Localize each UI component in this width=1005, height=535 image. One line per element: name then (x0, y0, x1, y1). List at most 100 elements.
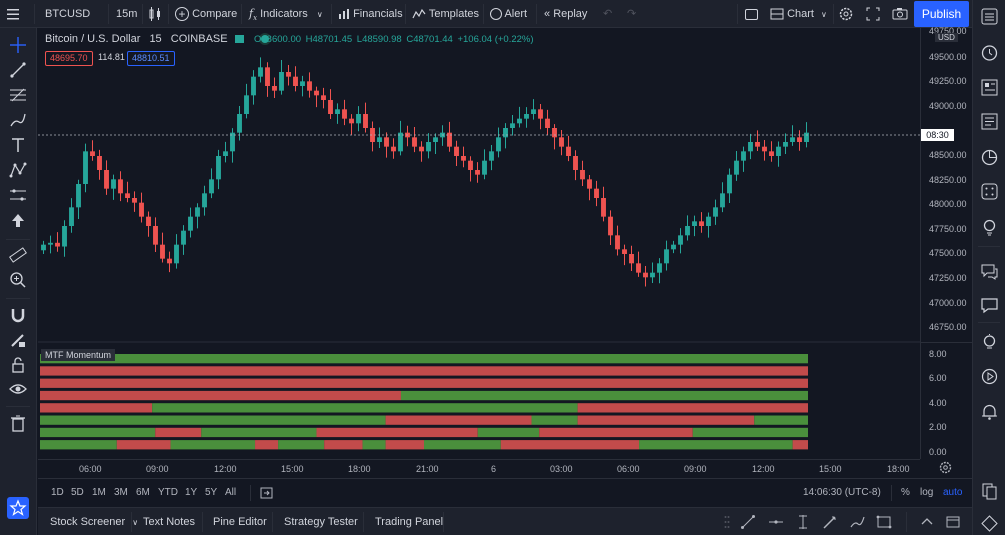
arrow-up-icon[interactable] (9, 211, 27, 229)
tab-trading-panel[interactable]: Trading Panel (375, 516, 444, 528)
range-1m[interactable]: 1M (92, 487, 106, 498)
candle-body (41, 244, 46, 251)
mtf-segment (40, 403, 153, 413)
financials-button[interactable]: Financials (338, 0, 403, 28)
interval-button[interactable]: 15m (116, 8, 138, 20)
ideas-bulb-icon[interactable] (980, 333, 999, 352)
help-diamond-icon[interactable] (980, 514, 999, 533)
pattern-icon[interactable] (9, 161, 27, 179)
axis-settings-gear-icon[interactable] (939, 461, 952, 477)
range-5y[interactable]: 5Y (205, 487, 218, 498)
eye-icon[interactable] (9, 380, 27, 398)
data-window-icon[interactable] (980, 78, 999, 97)
lightbulb-icon[interactable] (980, 218, 999, 237)
prediction-icon[interactable] (9, 186, 27, 204)
ruler-icon[interactable] (9, 246, 27, 264)
chats-icon[interactable] (980, 262, 999, 281)
goto-date-icon[interactable] (260, 487, 273, 502)
log-toggle[interactable]: log (920, 487, 934, 498)
price-axis[interactable]: 49750.00 USD 49500.00 49250.00 49000.00 … (920, 26, 973, 459)
calendar-pie-icon[interactable] (980, 148, 999, 167)
candle-body (265, 67, 270, 86)
compare-button[interactable]: + Compare (175, 0, 237, 28)
chat-bubble-icon[interactable] (980, 296, 999, 315)
favorites-star-button[interactable] (7, 497, 29, 519)
buy-price-button[interactable]: 48810.51 (127, 51, 175, 66)
alert-button[interactable]: Alert (490, 0, 527, 28)
tab-pine-editor[interactable]: Pine Editor (213, 516, 267, 528)
range-5d[interactable]: 5D (71, 487, 84, 498)
tab-text-notes[interactable]: Text Notes (143, 516, 195, 528)
highlighter-icon[interactable] (849, 514, 865, 533)
brush-icon[interactable] (9, 111, 27, 129)
range-1y[interactable]: 1Y (185, 487, 198, 498)
symbol-search[interactable]: BTCUSD (45, 8, 91, 20)
maximize-panel-icon[interactable] (945, 514, 961, 533)
candle-body (538, 109, 543, 119)
drag-handle-icon[interactable] (724, 515, 730, 532)
replay-button[interactable]: « Replay (544, 8, 588, 20)
rectangle-tool-icon[interactable] (876, 514, 892, 533)
notifications-bell-icon[interactable] (980, 402, 999, 421)
candle-body (699, 221, 704, 226)
range-6m[interactable]: 6M (136, 487, 150, 498)
lock-icon[interactable] (9, 356, 27, 374)
tab-stock-screener[interactable]: Stock Screener ∨ (50, 516, 139, 528)
zoom-in-icon[interactable] (9, 271, 27, 289)
indicator-label[interactable]: MTF Momentum (41, 349, 116, 361)
publish-button[interactable]: Publish (914, 1, 969, 27)
lock-pen-icon[interactable] (9, 331, 27, 349)
gear-icon[interactable] (839, 0, 853, 28)
layout-pages-icon[interactable] (980, 482, 999, 501)
text-tool-icon[interactable] (9, 136, 27, 154)
pen-icon[interactable] (822, 514, 838, 533)
menu-icon[interactable] (5, 0, 27, 28)
candle-body (664, 249, 669, 264)
candle-body (706, 216, 711, 226)
trash-icon[interactable] (9, 414, 27, 432)
indicators-button[interactable]: fx Indicators ∨ (249, 7, 323, 23)
range-ytd[interactable]: YTD (158, 487, 178, 498)
price-tick: 49000.00 (929, 101, 967, 111)
auto-toggle[interactable]: auto (943, 487, 963, 498)
candle-body (678, 235, 683, 245)
fullscreen-rect-icon[interactable] (745, 0, 758, 28)
chart-layout-button[interactable]: Chart ∨ (770, 0, 827, 28)
price-chart[interactable] (38, 28, 920, 459)
symbol-legend[interactable]: Bitcoin / U.S. Dollar 15 COINBASE (45, 33, 269, 45)
mtf-segment (577, 403, 808, 413)
templates-button[interactable]: Templates (412, 0, 479, 28)
grid-apps-icon[interactable] (980, 182, 999, 201)
currency-label[interactable]: USD (935, 33, 958, 42)
expand-icon[interactable] (866, 0, 880, 28)
fib-retracement-icon[interactable] (9, 86, 27, 104)
redo-icon[interactable]: ↷ (627, 8, 637, 20)
time-axis[interactable]: 06:00 09:00 12:00 15:00 18:00 21:00 6 03… (38, 459, 920, 477)
sell-price-button[interactable]: 48695.70 (45, 51, 93, 66)
watchlist-icon[interactable] (980, 7, 999, 26)
clock-timezone[interactable]: 14:06:30 (UTC-8) (803, 487, 881, 498)
crosshair-icon[interactable] (9, 36, 27, 54)
candles-icon[interactable] (148, 0, 162, 28)
range-3m[interactable]: 3M (114, 487, 128, 498)
flag-icon (234, 35, 244, 44)
time-tick: 06:00 (79, 464, 102, 474)
trend-line-tool-icon[interactable] (740, 514, 756, 533)
horizontal-line-icon[interactable] (768, 514, 784, 533)
undo-icon[interactable]: ↶ (603, 8, 613, 20)
vertical-line-icon[interactable] (795, 514, 811, 533)
candle-body (594, 188, 599, 198)
trend-line-icon[interactable] (9, 61, 27, 79)
camera-icon[interactable] (892, 0, 908, 28)
alerts-clock-icon[interactable] (980, 43, 999, 62)
magnet-icon[interactable] (9, 306, 27, 324)
collapse-panel-icon[interactable] (920, 514, 934, 533)
time-tick: 18:00 (348, 464, 371, 474)
range-all[interactable]: All (225, 487, 237, 498)
range-1d[interactable]: 1D (51, 487, 64, 498)
percent-toggle[interactable]: % (901, 487, 910, 498)
candle-body (132, 198, 137, 203)
streams-play-icon[interactable] (980, 367, 999, 386)
hotlist-icon[interactable] (980, 112, 999, 131)
tab-strategy-tester[interactable]: Strategy Tester (284, 516, 358, 528)
